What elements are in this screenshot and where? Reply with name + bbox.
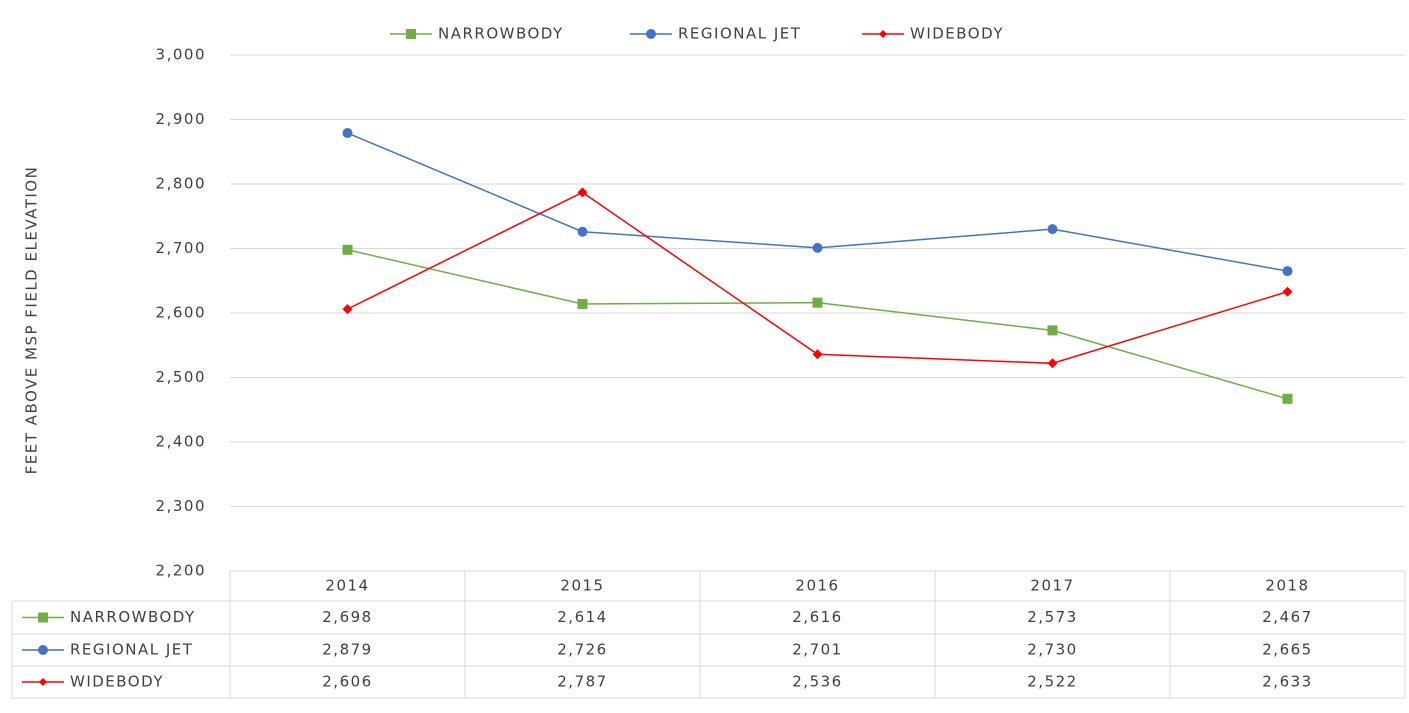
y-axis-label: FEET ABOVE MSP FIELD ELEVATION	[23, 166, 41, 475]
table-cell: 2,787	[557, 673, 607, 691]
y-tick-label: 2,700	[156, 239, 206, 257]
table-cell: 2,730	[1027, 641, 1077, 659]
table-cell: 2,536	[792, 673, 842, 691]
series-line	[347, 191, 1288, 365]
legend-label: WIDEBODY	[910, 25, 1004, 43]
legend-label: REGIONAL JET	[678, 25, 801, 43]
y-tick-label: 2,600	[156, 304, 206, 322]
legend-marker	[406, 29, 416, 39]
data-point	[1047, 224, 1058, 235]
legend-marker	[38, 612, 48, 623]
table-cell: 2,633	[1262, 673, 1312, 691]
data-point	[342, 244, 353, 255]
data-point	[342, 304, 353, 315]
table-header: 2018	[1265, 577, 1309, 595]
table-cell: 2,522	[1027, 673, 1077, 691]
legend-marker	[39, 678, 47, 686]
data-point	[577, 226, 588, 237]
y-tick-label: 2,900	[156, 110, 206, 128]
series-line	[347, 249, 1288, 400]
table-row-label: WIDEBODY	[70, 673, 164, 691]
data-point	[1282, 286, 1293, 297]
y-tick-label: 2,200	[156, 562, 206, 580]
legend-marker	[879, 30, 887, 38]
table-cell: 2,614	[557, 608, 607, 626]
y-tick-label: 3,000	[156, 46, 206, 64]
data-point	[1282, 266, 1293, 277]
data-point	[577, 187, 588, 198]
table-row-label: REGIONAL JET	[70, 641, 193, 659]
data-point	[1047, 358, 1058, 369]
table-cell: 2,606	[322, 673, 372, 691]
data-point	[342, 128, 353, 139]
y-tick-label: 2,300	[156, 497, 206, 515]
table-cell: 2,726	[557, 641, 607, 659]
table-cell: 2,879	[322, 641, 372, 659]
table-header: 2015	[560, 577, 604, 595]
table-row-label: NARROWBODY	[70, 608, 196, 626]
legend-label: NARROWBODY	[438, 25, 564, 43]
data-point	[812, 242, 823, 253]
table-cell: 2,698	[322, 608, 372, 626]
data-point	[812, 297, 823, 308]
table-cell: 2,573	[1027, 608, 1077, 626]
data-point	[1047, 325, 1058, 336]
table-cell: 2,467	[1262, 608, 1312, 626]
legend-marker	[646, 29, 656, 39]
table-cell: 2,701	[792, 641, 842, 659]
y-tick-label: 2,400	[156, 433, 206, 451]
y-tick-label: 2,500	[156, 368, 206, 386]
table-header: 2014	[325, 577, 369, 595]
table-cell: 2,665	[1262, 641, 1312, 659]
legend-marker	[38, 645, 48, 655]
table-cell: 2,616	[792, 608, 842, 626]
data-point	[577, 298, 588, 309]
data-point	[812, 349, 823, 360]
table-header: 2016	[795, 577, 839, 595]
data-point	[1282, 393, 1293, 404]
table-header: 2017	[1030, 577, 1074, 595]
y-tick-label: 2,800	[156, 175, 206, 193]
